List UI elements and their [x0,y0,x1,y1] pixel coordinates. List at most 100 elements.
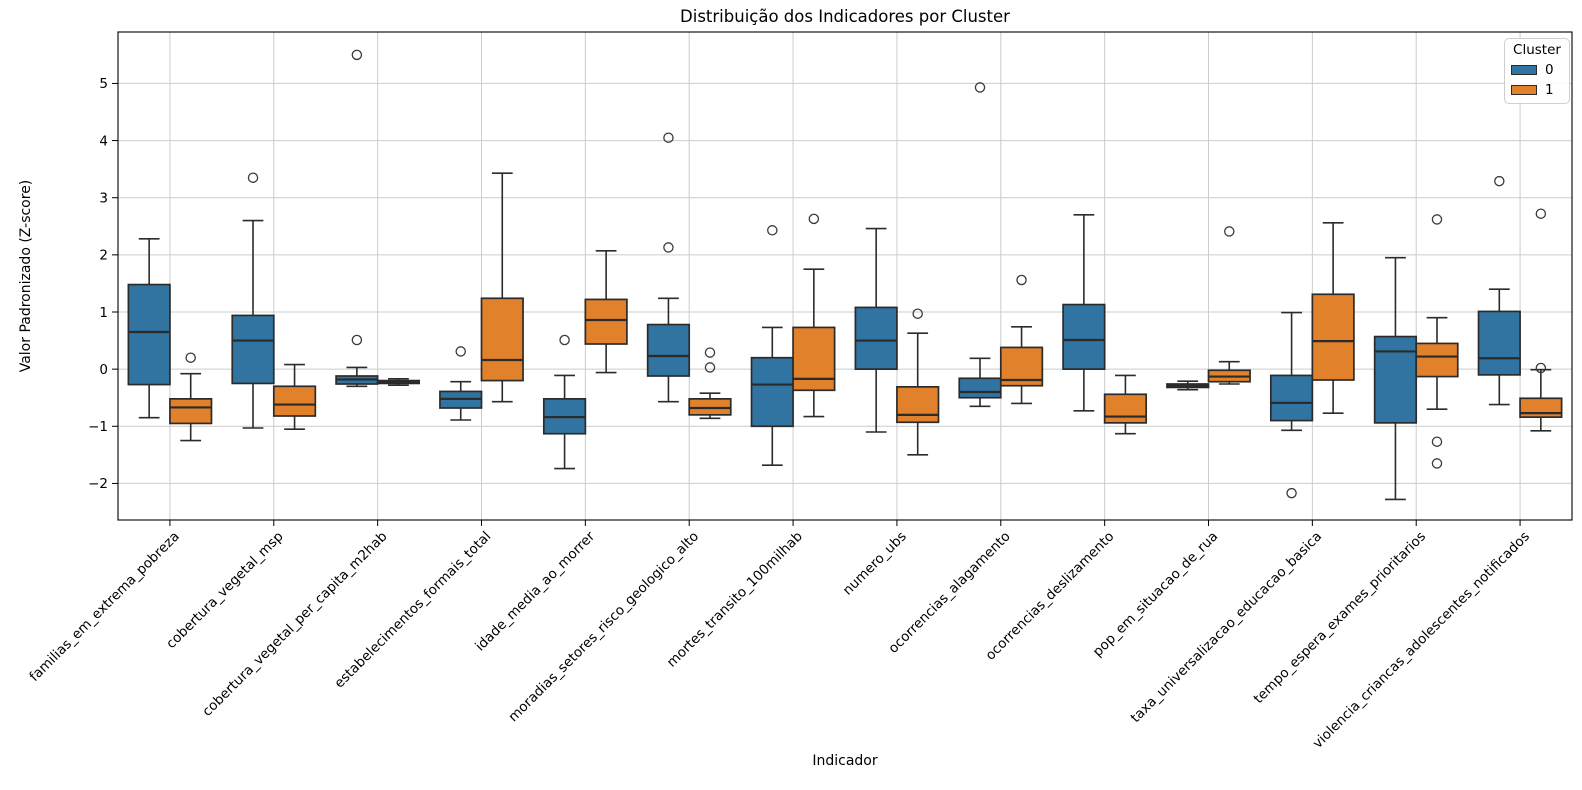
x-tick-label-familias_em_extrema_pobreza: familias_em_extrema_pobreza [26,529,182,685]
box-cluster-1-cobertura_vegetal_msp [272,363,317,430]
legend-entry-cluster-1: 1 [1511,82,1563,98]
iqr-box [127,283,171,386]
y-tick-label: −2 [88,476,108,492]
axes-frame [117,31,1573,521]
iqr-box [646,323,691,377]
x-tick-label-violencia_criancas_adolescentes_notificados: violencia_criancas_adolescentes_notifica… [1310,529,1533,752]
iqr-box [231,314,275,385]
outlier-marker [1286,487,1297,499]
box-cluster-0-ocorrencias_alagamento [958,82,1002,408]
legend-label-cluster-1: 1 [1545,82,1554,98]
box-cluster-0-familias_em_extrema_pobreza [127,238,171,419]
iqr-box [896,386,940,424]
outlier-marker [808,213,820,225]
legend: Cluster 0 1 [1504,38,1570,104]
outlier-marker [704,347,716,358]
outlier-marker [1431,214,1443,225]
iqr-box [584,298,628,345]
x-tick-label-tempo_espera_exames_prioritarios: tempo_espera_exames_prioritarios [1251,529,1429,707]
box-cluster-1-familias_em_extrema_pobreza [169,352,213,442]
outlier-marker [1535,208,1547,219]
iqr-box [854,306,898,370]
box-cluster-0-ocorrencias_deslizamento [1062,214,1106,412]
x-tick-label-numero_ubs: numero_ubs [840,529,910,599]
box-cluster-1-ocorrencias_deslizamento [1103,374,1148,435]
outlier-marker [767,225,778,236]
box-cluster-0-idade_media_ao_morrer [542,334,587,470]
outlier-marker [1431,458,1443,469]
outlier-marker [247,172,259,183]
outlier-marker [974,82,986,93]
box-cluster-1-moradias_setores_risco_geologico_alto [688,347,732,420]
iqr-box [272,385,317,417]
y-tick-label: 2 [99,248,108,264]
iqr-box [792,326,836,392]
legend-title: Cluster [1513,42,1561,58]
box-cluster-0-moradias_setores_risco_geologico_alto [646,132,691,403]
box-cluster-1-mortes_transito_100milhab [792,213,836,418]
y-tick-label: 3 [99,191,108,207]
y-tick-label: 5 [99,76,108,92]
iqr-box [1519,397,1563,418]
iqr-box [1269,374,1314,422]
box-cluster-1-idade_media_ao_morrer [584,250,628,374]
outlier-marker [559,334,570,346]
iqr-box [1103,393,1148,424]
outlier-marker [1016,274,1027,286]
outlier-marker [663,132,674,143]
x-tick-label-cobertura_vegetal_per_capita_m2hab: cobertura_vegetal_per_capita_m2hab [199,529,390,720]
iqr-box [1415,342,1459,378]
box-cluster-0-cobertura_vegetal_msp [231,172,275,429]
iqr-box [1311,293,1355,381]
chart-title: Distribuição dos Indicadores por Cluster [680,7,1010,26]
outlier-marker [1431,436,1443,447]
box-cluster-0-tempo_espera_exames_prioritarios [1373,256,1418,501]
iqr-box [169,398,213,425]
outlier-marker [185,352,196,363]
y-tick-label: −1 [88,419,108,435]
x-tick-label-cobertura_vegetal_msp: cobertura_vegetal_msp [163,529,286,652]
iqr-box [1062,303,1106,370]
y-tick-label: 1 [99,305,108,321]
outlier-marker [912,308,923,319]
y-tick-label: 4 [99,133,108,149]
legend-swatch-cluster-1 [1511,85,1537,95]
box-cluster-1-numero_ubs [896,308,940,456]
box-cluster-1-cobertura_vegetal_per_capita_m2hab [376,378,421,386]
iqr-box [958,377,1002,399]
legend-entry-cluster-0: 0 [1511,62,1563,78]
outlier-marker [663,242,674,253]
x-tick-label-idade_media_ao_morrer: idade_media_ao_morrer [472,528,598,654]
box-cluster-1-pop_em_situacao_de_rua [1207,226,1251,385]
iqr-box [688,398,732,416]
iqr-box [1373,335,1418,424]
x-axis-label: Indicador [812,753,878,769]
outlier-marker [1535,362,1547,374]
outlier-marker [1224,226,1235,237]
x-tick-label-ocorrencias_alagamento: ocorrencias_alagamento [885,529,1013,657]
box-cluster-0-pop_em_situacao_de_rua [1166,380,1210,391]
box-cluster-1-ocorrencias_alagamento [999,274,1044,405]
outlier-marker [704,362,716,373]
legend-swatch-cluster-0 [1511,65,1537,75]
box-cluster-1-estabelecimentos_formais_total [480,172,524,403]
box-cluster-1-tempo_espera_exames_prioritarios [1415,214,1459,469]
iqr-box [1477,310,1521,376]
outlier-marker [1494,175,1505,187]
legend-label-cluster-0: 0 [1545,62,1554,78]
iqr-box [750,356,794,428]
outlier-marker [351,334,363,346]
x-tick-label-moradias_setores_risco_geologico_alto: moradias_setores_risco_geologico_alto [505,529,702,726]
x-tick-label-taxa_universalizacao_educacao_basica: taxa_universalizacao_educacao_basica [1128,529,1326,727]
y-axis-label: Valor Padronizado (Z-score) [18,179,34,373]
box-cluster-0-taxa_universalizacao_educacao_basica [1269,311,1314,499]
box-cluster-0-violencia_criancas_adolescentes_notificados [1477,175,1521,406]
box-cluster-1-taxa_universalizacao_educacao_basica [1311,222,1355,414]
box-cluster-0-cobertura_vegetal_per_capita_m2hab [335,49,379,388]
box-cluster-1-violencia_criancas_adolescentes_notificados [1519,208,1563,432]
outlier-marker [351,49,363,61]
outlier-marker [455,346,466,357]
box-cluster-0-mortes_transito_100milhab [750,225,794,466]
